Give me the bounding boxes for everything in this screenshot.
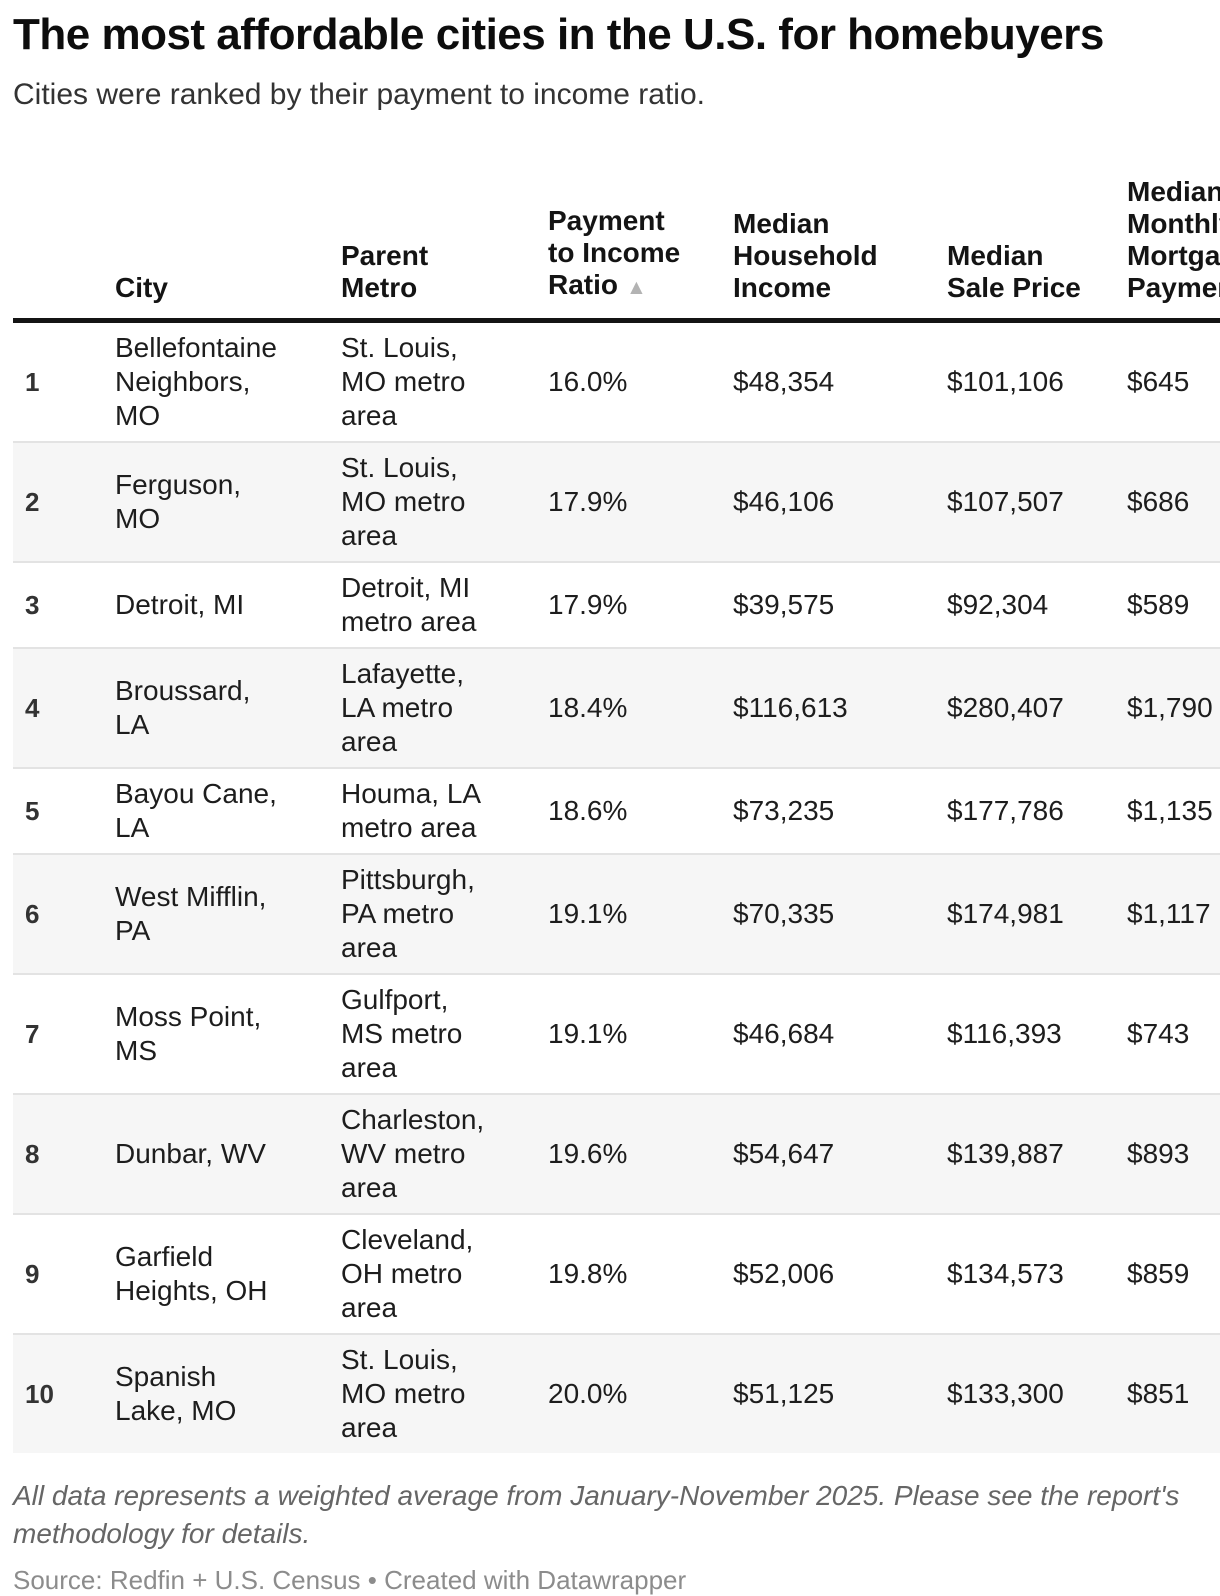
cell-rank: 7 [13, 973, 115, 1095]
header-row: City Parent Metro Payment to Income Rati… [13, 128, 1220, 324]
source-line: Source: Redfin + U.S. Census • Created w… [13, 1565, 687, 1596]
column-header-payment-to-income-ratio[interactable]: Payment to Income Ratio ▲ [548, 128, 733, 324]
cell-median-monthly-mortgage-payment: $743 [1127, 973, 1220, 1095]
cell-city: Moss Point, MS [115, 973, 341, 1095]
cell-median-household-income: $73,235 [733, 767, 947, 855]
cell-payment-to-income-ratio: 20.0% [548, 1333, 733, 1454]
cell-payment-to-income-ratio: 19.8% [548, 1213, 733, 1335]
table-row: 1 Bellefontaine Neighbors, MO St. Louis,… [13, 321, 1220, 443]
column-header-city[interactable]: City [115, 128, 341, 324]
cell-rank: 3 [13, 561, 115, 649]
cell-city: West Mifflin, PA [115, 853, 341, 975]
cell-median-sale-price: $174,981 [947, 853, 1127, 975]
cell-city: Spanish Lake, MO [115, 1333, 341, 1454]
cell-rank: 5 [13, 767, 115, 855]
cell-median-household-income: $51,125 [733, 1333, 947, 1454]
cell-parent-metro: Detroit, MI metro area [341, 561, 548, 649]
column-header-median-sale-price[interactable]: Median Sale Price [947, 128, 1127, 324]
cell-median-household-income: $39,575 [733, 561, 947, 649]
column-header-median-monthly-mortgage-payment[interactable]: Median Monthly Mortgage Payment [1127, 128, 1220, 324]
cell-payment-to-income-ratio: 18.6% [548, 767, 733, 855]
cell-median-household-income: $48,354 [733, 366, 835, 398]
cell-median-household-income: $70,335 [733, 853, 947, 975]
cell-rank: 6 [13, 853, 115, 975]
table-row: 9 Garfield Heights, OH Cleveland, OH met… [13, 1213, 1220, 1335]
cell-median-household-income: $52,006 [733, 1213, 947, 1335]
cell-rank: 2 [13, 441, 115, 563]
cell-rank: 10 [13, 1333, 115, 1454]
cell-parent-metro: Cleveland, OH metro area [341, 1213, 548, 1335]
cell-city: Garfield Heights, OH [115, 1213, 341, 1335]
cell-median-monthly-mortgage-payment: $645 [1127, 366, 1190, 398]
table-row: 7 Moss Point, MS Gulfport, MS metro area… [13, 973, 1220, 1095]
cell-city: Bellefontaine Neighbors, MO [115, 332, 277, 432]
cell-median-sale-price: $134,573 [947, 1213, 1127, 1335]
cell-median-household-income: $116,613 [733, 647, 947, 769]
cell-parent-metro: Charleston, WV metro area [341, 1093, 548, 1215]
column-header-parent-metro[interactable]: Parent Metro [341, 128, 548, 324]
table-row: 2 Ferguson, MO St. Louis, MO metro area … [13, 441, 1220, 563]
cell-median-monthly-mortgage-payment: $893 [1127, 1093, 1220, 1215]
cell-median-household-income: $54,647 [733, 1093, 947, 1215]
table-row: 10 Spanish Lake, MO St. Louis, MO metro … [13, 1333, 1220, 1454]
cell-rank: 9 [13, 1213, 115, 1335]
cell-parent-metro: St. Louis, MO metro area [341, 1333, 548, 1454]
cell-median-monthly-mortgage-payment: $1,117 [1127, 853, 1220, 975]
cell-median-household-income: $46,106 [733, 441, 947, 563]
cell-payment-to-income-ratio: 17.9% [548, 441, 733, 563]
cell-city: Ferguson, MO [115, 441, 341, 563]
cell-payment-to-income-ratio: 17.9% [548, 561, 733, 649]
cell-median-sale-price: $139,887 [947, 1093, 1127, 1215]
table-row: 4 Broussard, LA Lafayette, LA metro area… [13, 647, 1220, 769]
cell-payment-to-income-ratio: 19.1% [548, 853, 733, 975]
column-header-median-household-income[interactable]: Median Household Income [733, 128, 947, 324]
footnote: All data represents a weighted average f… [13, 1480, 1180, 1550]
cell-median-monthly-mortgage-payment: $589 [1127, 561, 1220, 649]
sort-ascending-icon: ▲ [626, 276, 647, 300]
cell-median-monthly-mortgage-payment: $859 [1127, 1213, 1220, 1335]
cell-median-monthly-mortgage-payment: $1,135 [1127, 767, 1220, 855]
cell-median-monthly-mortgage-payment: $851 [1127, 1333, 1220, 1454]
cell-median-sale-price: $116,393 [947, 973, 1127, 1095]
cell-median-sale-price: $101,106 [947, 366, 1064, 398]
cell-payment-to-income-ratio: 19.6% [548, 1093, 733, 1215]
cell-parent-metro: St. Louis, MO metro area [341, 332, 466, 432]
column-header-rank [13, 128, 115, 324]
table-row: 8 Dunbar, WV Charleston, WV metro area 1… [13, 1093, 1220, 1215]
cell-median-monthly-mortgage-payment: $1,790 [1127, 647, 1220, 769]
cell-median-sale-price: $177,786 [947, 767, 1127, 855]
cell-median-household-income: $46,684 [733, 973, 947, 1095]
table-row: 3 Detroit, MI Detroit, MI metro area 17.… [13, 561, 1220, 649]
page-title: The most affordable cities in the U.S. f… [13, 10, 1104, 59]
cell-payment-to-income-ratio: 18.4% [548, 647, 733, 769]
cell-rank: 1 [25, 367, 40, 398]
table-row: 5 Bayou Cane, LA Houma, LA metro area 18… [13, 767, 1220, 855]
cell-median-monthly-mortgage-payment: $686 [1127, 441, 1220, 563]
cell-rank: 4 [13, 647, 115, 769]
page-subtitle: Cities were ranked by their payment to i… [13, 78, 705, 112]
affordability-table: City Parent Metro Payment to Income Rati… [13, 128, 1220, 1454]
cell-city: Bayou Cane, LA [115, 767, 341, 855]
cell-city: Dunbar, WV [115, 1093, 341, 1215]
cell-median-sale-price: $92,304 [947, 561, 1127, 649]
cell-parent-metro: Pittsburgh, PA metro area [341, 853, 548, 975]
cell-rank: 8 [13, 1093, 115, 1215]
cell-city: Detroit, MI [115, 561, 341, 649]
column-header-label: Payment to Income Ratio [548, 205, 681, 301]
table-clip-container: City Parent Metro Payment to Income Rati… [13, 128, 1220, 1454]
cell-payment-to-income-ratio: 19.1% [548, 973, 733, 1095]
cell-median-sale-price: $133,300 [947, 1333, 1127, 1454]
cell-parent-metro: St. Louis, MO metro area [341, 441, 548, 563]
table-row: 6 West Mifflin, PA Pittsburgh, PA metro … [13, 853, 1220, 975]
cell-parent-metro: Lafayette, LA metro area [341, 647, 548, 769]
cell-payment-to-income-ratio: 16.0% [548, 366, 628, 398]
cell-median-sale-price: $107,507 [947, 441, 1127, 563]
cell-median-sale-price: $280,407 [947, 647, 1127, 769]
cell-parent-metro: Houma, LA metro area [341, 767, 548, 855]
cell-parent-metro: Gulfport, MS metro area [341, 973, 548, 1095]
cell-city: Broussard, LA [115, 647, 341, 769]
